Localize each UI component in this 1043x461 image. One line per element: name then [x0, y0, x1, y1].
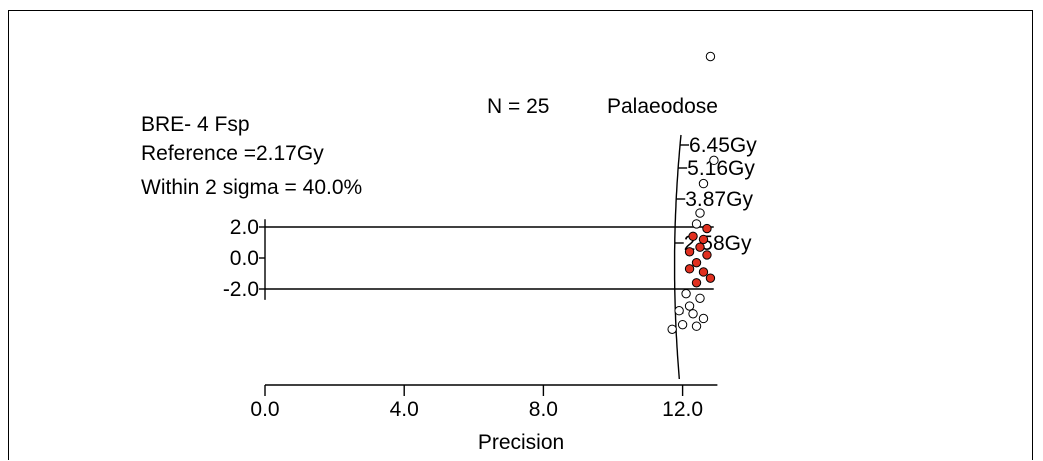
- palaeodose-arc: [673, 134, 682, 380]
- n-label: N = 25: [487, 95, 549, 118]
- data-point-within: [702, 250, 712, 260]
- data-point-outside: [681, 288, 691, 299]
- data-point-within: [702, 223, 712, 234]
- data-point-outside: [709, 155, 719, 166]
- chart-frame: 0.0 4.0 8.0 12.0 2.0 0.0 -2.0 6.45Gy 5.16Gy 3.87…: [8, 10, 1033, 460]
- data-point-within: [691, 257, 702, 268]
- data-point-outside: [695, 208, 705, 218]
- data-point-outside: [677, 319, 688, 330]
- data-point-within: [698, 267, 709, 277]
- sample-label: BRE- 4 Fsp: [141, 113, 250, 136]
- data-point-outside: [674, 306, 684, 316]
- x-axis-label: Precision: [478, 431, 564, 454]
- data-point-outside: [695, 293, 705, 303]
- data-point-outside: [698, 178, 709, 189]
- data-point-within: [705, 273, 716, 283]
- data-point-within: [691, 278, 702, 288]
- data-point-outside: [691, 321, 702, 331]
- x-tick-label: 8.0: [529, 398, 558, 421]
- data-point-within: [688, 231, 698, 242]
- data-point-outside: [684, 301, 695, 311]
- data-point-outside: [698, 313, 709, 324]
- data-point-outside: [691, 219, 702, 229]
- data-point-outside: [705, 51, 716, 62]
- data-point-within: [684, 247, 695, 257]
- x-tick-label: 0.0: [250, 398, 279, 421]
- y-tick-label: -2.0: [223, 278, 259, 301]
- arc-title: Palaeodose: [607, 95, 718, 118]
- reference-label: Reference =2.17Gy: [141, 142, 324, 165]
- y-tick-label: 2.0: [230, 216, 259, 239]
- data-point-outside: [688, 309, 698, 319]
- within-sigma-label: Within 2 sigma = 40.0%: [141, 176, 362, 199]
- arc-tick-label: 6.45Gy: [689, 134, 757, 157]
- data-point-within: [695, 242, 705, 252]
- x-tick-label: 4.0: [390, 398, 419, 421]
- data-point-within: [684, 264, 695, 274]
- data-point-outside: [667, 324, 677, 334]
- y-tick-label: 0.0: [230, 247, 259, 270]
- arc-tick-label: 5.16Gy: [687, 157, 755, 180]
- arc-tick-label: 3.87Gy: [685, 188, 753, 211]
- data-point-within: [698, 234, 709, 245]
- x-tick-label: 12.0: [662, 398, 703, 421]
